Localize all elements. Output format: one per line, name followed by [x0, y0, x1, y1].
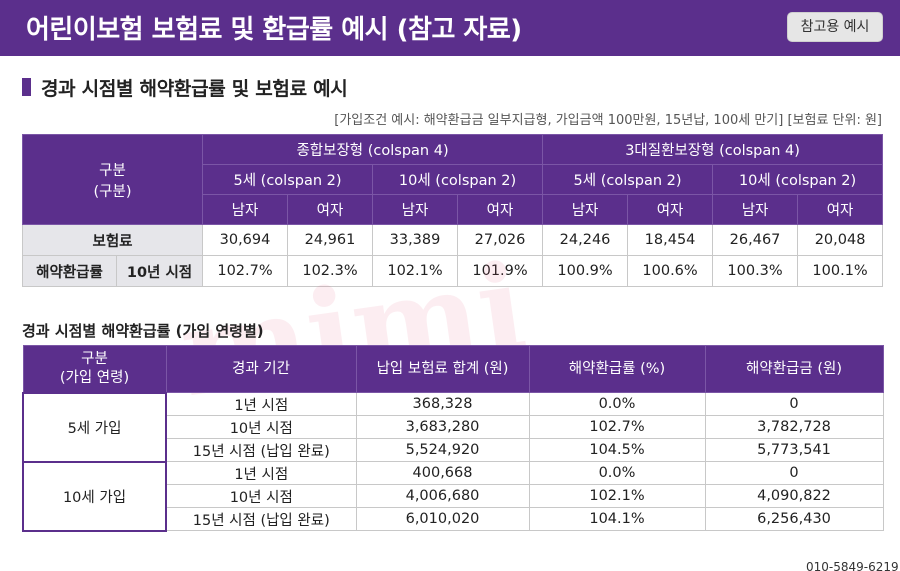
paid-cell: 368,328 [355, 392, 530, 416]
period-cell: 10년 시점 [165, 484, 357, 508]
refund-cell: 102.1% [372, 255, 458, 287]
premium-cell: 26,467 [712, 224, 799, 256]
amount-cell: 5,773,541 [704, 438, 884, 462]
gender-header: 여자 [287, 194, 373, 225]
t2-paid-header: 납입 보험료 합계 (원) [355, 345, 530, 393]
condition-note: [가입조건 예시: 해약환급금 일부지급형, 가입금액 100만원, 15년납,… [334, 113, 882, 128]
premium-table: 구분 (구분) 종합보장형 (colspan 4) 3대질환보장형 (colsp… [22, 134, 884, 287]
section-bullet-icon [22, 78, 31, 96]
paid-cell: 6,010,020 [355, 507, 530, 531]
amount-cell: 0 [704, 461, 884, 485]
category-header: 구분 (구분) [22, 134, 203, 225]
amount-cell: 0 [704, 392, 884, 416]
t2-category-label: 구분 [81, 350, 108, 367]
refund-cell: 100.6% [627, 255, 714, 287]
paid-cell: 3,683,280 [355, 415, 530, 439]
period-cell: 1년 시점 [165, 392, 357, 416]
period-cell: 15년 시점 (납입 완료) [165, 438, 357, 462]
premium-row: 보험료 30,694 24,961 33,389 27,026 24,246 1… [22, 224, 884, 256]
refund-label: 해약환급률 [22, 255, 117, 287]
gender-header: 남자 [372, 194, 458, 225]
table2-title: 경과 시점별 해약환급률 (가입 연령별) [22, 322, 264, 340]
footer-phone: 010-5849-6219 [806, 560, 899, 571]
t2-category-header: 구분 (가입 연령) [22, 345, 167, 393]
age-header: 10세 (colspan 2) [712, 164, 884, 195]
refund-cell: 100.9% [542, 255, 629, 287]
age-group-10: 10세 가입 [22, 460, 167, 532]
paid-cell: 4,006,680 [355, 484, 530, 508]
rate-cell: 0.0% [528, 461, 706, 485]
refund-by-age-table: 구분 (가입 연령) 경과 기간 납입 보험료 합계 (원) 해약환급률 (%)… [22, 345, 884, 532]
page-title: 어린이보험 보험료 및 환급률 예시 (참고 자료) [26, 15, 522, 45]
refund-cell: 100.1% [797, 255, 884, 287]
premium-cell: 30,694 [202, 224, 288, 256]
premium-cell: 24,246 [542, 224, 629, 256]
table-row: 15년 시점 (납입 완료) 6,010,020 104.1% 6,256,43… [23, 507, 884, 531]
table-row: 10년 시점 3,683,280 102.7% 3,782,728 [23, 415, 884, 439]
amount-cell: 6,256,430 [704, 507, 884, 531]
table-row: 10세 가입 1년 시점 400,668 0.0% 0 [22, 460, 884, 532]
paid-cell: 5,524,920 [355, 438, 530, 462]
section-title: 경과 시점별 해약환급률 및 보험료 예시 [22, 74, 348, 100]
age-header: 5세 (colspan 2) [202, 164, 373, 195]
refund-cell: 102.3% [287, 255, 373, 287]
category-header-sub: (구분) [93, 183, 132, 200]
premium-cell: 24,961 [287, 224, 373, 256]
refund-row: 해약환급률 10년 시점 102.7% 102.3% 102.1% 101.9%… [22, 255, 884, 287]
refund-cell: 100.3% [712, 255, 799, 287]
premium-cell: 20,048 [797, 224, 884, 256]
refund-cell: 101.9% [456, 255, 544, 287]
period-cell: 15년 시점 (납입 완료) [165, 507, 357, 531]
category-header-label: 구분 [99, 162, 126, 179]
rate-cell: 102.7% [528, 415, 706, 439]
t2-period-header: 경과 기간 [165, 345, 357, 393]
gender-header: 여자 [797, 194, 884, 225]
premium-label: 보험료 [22, 224, 203, 256]
t2-amount-header: 해약환급금 (원) [704, 345, 884, 393]
table-row: 10년 시점 4,006,680 102.1% 4,090,822 [23, 484, 884, 508]
table-row: 15년 시점 (납입 완료) 5,524,920 104.5% 5,773,54… [23, 438, 884, 462]
rate-cell: 104.5% [528, 438, 706, 462]
amount-cell: 3,782,728 [704, 415, 884, 439]
gender-header: 여자 [627, 194, 714, 225]
refund-sub-label: 10년 시점 [116, 255, 203, 287]
plan-a-header: 종합보장형 (colspan 4) [201, 134, 544, 165]
t2-rate-header: 해약환급률 (%) [528, 345, 706, 393]
gender-header: 여자 [456, 194, 544, 225]
refund-cell: 102.7% [202, 255, 288, 287]
period-cell: 10년 시점 [165, 415, 357, 439]
gender-header: 남자 [202, 194, 288, 225]
age-header: 5세 (colspan 2) [542, 164, 714, 195]
page-header: 어린이보험 보험료 및 환급률 예시 (참고 자료) 참고용 예시 [0, 0, 900, 56]
reference-badge: 참고용 예시 [787, 12, 883, 42]
premium-cell: 18,454 [627, 224, 714, 256]
rate-cell: 104.1% [528, 507, 706, 531]
rate-cell: 0.0% [528, 392, 706, 416]
section-title-text: 경과 시점별 해약환급률 및 보험료 예시 [41, 77, 348, 100]
period-cell: 1년 시점 [165, 461, 357, 485]
t2-category-sub: (가입 연령) [59, 369, 130, 386]
premium-cell: 33,389 [372, 224, 458, 256]
amount-cell: 4,090,822 [704, 484, 884, 508]
plan-b-header: 3대질환보장형 (colspan 4) [542, 134, 884, 165]
age-group-5: 5세 가입 [22, 391, 167, 463]
gender-header: 남자 [712, 194, 799, 225]
premium-cell: 27,026 [456, 224, 544, 256]
gender-header: 남자 [542, 194, 629, 225]
table-row: 5세 가입 1년 시점 368,328 0.0% 0 [22, 391, 884, 463]
age-header: 10세 (colspan 2) [371, 164, 544, 195]
rate-cell: 102.1% [528, 484, 706, 508]
paid-cell: 400,668 [355, 461, 530, 485]
